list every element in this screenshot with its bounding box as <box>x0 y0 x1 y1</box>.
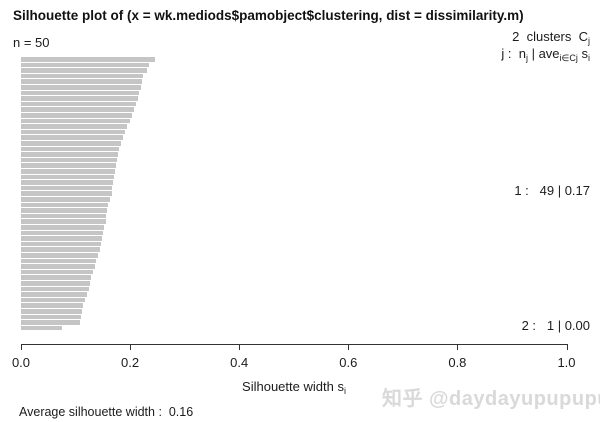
silhouette-bar <box>21 314 81 320</box>
clusters-header: 2 clusters Cj <box>512 29 590 46</box>
silhouette-bar <box>21 79 142 84</box>
clusters-legend-formula: j : nj | avei∈Cj si <box>501 46 590 64</box>
silhouette-bar <box>21 135 123 140</box>
silhouette-bar <box>21 169 115 174</box>
silhouette-bar <box>21 258 97 264</box>
silhouette-bar <box>21 57 155 62</box>
silhouette-bar <box>21 253 98 258</box>
formula-part: | ave <box>527 46 560 61</box>
clusters-header-subscript: j <box>588 36 590 46</box>
x-axis-tick <box>130 344 132 350</box>
x-axis-tick <box>348 344 350 350</box>
silhouette-bar <box>21 113 132 118</box>
silhouette-bar <box>21 264 95 269</box>
x-axis-tick-label: 1.0 <box>557 355 576 370</box>
silhouette-bar <box>21 118 130 124</box>
x-axis-title: Silhouette width si <box>144 379 444 396</box>
silhouette-bar <box>21 309 82 314</box>
x-axis-tick-label: 0.4 <box>230 355 249 370</box>
silhouette-bar <box>21 180 114 185</box>
x-axis-tick <box>566 344 568 350</box>
silhouette-bar <box>21 213 107 219</box>
silhouette-bar <box>21 129 125 135</box>
x-axis-tick-label: 0.0 <box>11 355 31 370</box>
silhouette-bar <box>21 197 110 202</box>
silhouette-bar <box>21 208 108 213</box>
formula-subscript: i <box>588 53 590 63</box>
x-axis-tick <box>21 344 22 350</box>
silhouette-bar <box>21 185 113 191</box>
silhouette-bar <box>21 281 90 286</box>
average-silhouette-width-label: Average silhouette width : 0.16 <box>19 405 194 419</box>
formula-part: s <box>577 46 588 61</box>
formula-part: j : n <box>501 46 526 61</box>
silhouette-bar <box>21 73 144 79</box>
silhouette-bar <box>21 191 112 196</box>
silhouette-bar <box>21 275 91 280</box>
silhouette-bar <box>21 124 128 129</box>
watermark-text: 知乎 @daydayupupupup <box>382 388 600 410</box>
cluster-1-summary-label: 1 : 49 | 0.17 <box>514 183 590 198</box>
silhouette-bar <box>21 152 119 157</box>
silhouette-bar <box>21 90 139 96</box>
silhouette-bar <box>21 157 117 163</box>
x-axis-tick <box>457 344 459 350</box>
silhouette-bar <box>21 107 134 112</box>
silhouette-bar <box>21 85 141 90</box>
formula-subscript: i∈Cj <box>559 53 578 63</box>
silhouette-bar <box>21 230 103 236</box>
silhouette-bar <box>21 62 150 68</box>
x-axis-title-text: Silhouette width s <box>242 379 344 394</box>
x-axis-tick-label: 0.2 <box>121 355 140 370</box>
clusters-header-text: 2 clusters C <box>512 29 588 44</box>
x-axis-tick-label: 0.8 <box>448 355 467 370</box>
silhouette-bar <box>21 269 93 275</box>
silhouette-bar <box>21 325 62 331</box>
silhouette-bar <box>21 146 120 152</box>
cluster-2-summary-label: 2 : 1 | 0.00 <box>521 318 590 333</box>
silhouette-bar <box>21 241 101 247</box>
silhouette-bar <box>21 320 80 325</box>
silhouette-bar <box>21 297 85 303</box>
silhouette-bar <box>21 286 89 292</box>
silhouette-bar <box>21 247 100 252</box>
formula-subscript: j <box>525 53 528 63</box>
silhouette-bar <box>21 292 87 297</box>
x-axis-tick-label: 0.6 <box>339 355 358 370</box>
silhouette-bar <box>21 163 116 168</box>
plot-title: Silhouette plot of (x = wk.mediods$pamob… <box>13 8 524 23</box>
x-axis-tick <box>239 344 241 350</box>
silhouette-bar <box>21 101 136 107</box>
silhouette-bar <box>21 236 102 241</box>
x-axis-line <box>21 344 567 345</box>
silhouette-bar <box>21 303 83 308</box>
silhouette-bar <box>21 141 121 146</box>
silhouette-bar <box>21 219 106 224</box>
silhouette-bar <box>21 202 109 208</box>
silhouette-bar <box>21 225 104 230</box>
silhouette-bar <box>21 96 138 101</box>
n-count-label: n = 50 <box>13 35 50 50</box>
silhouette-bar <box>21 68 147 73</box>
x-axis-title-subscript: i <box>343 386 346 396</box>
silhouette-bar <box>21 174 115 180</box>
